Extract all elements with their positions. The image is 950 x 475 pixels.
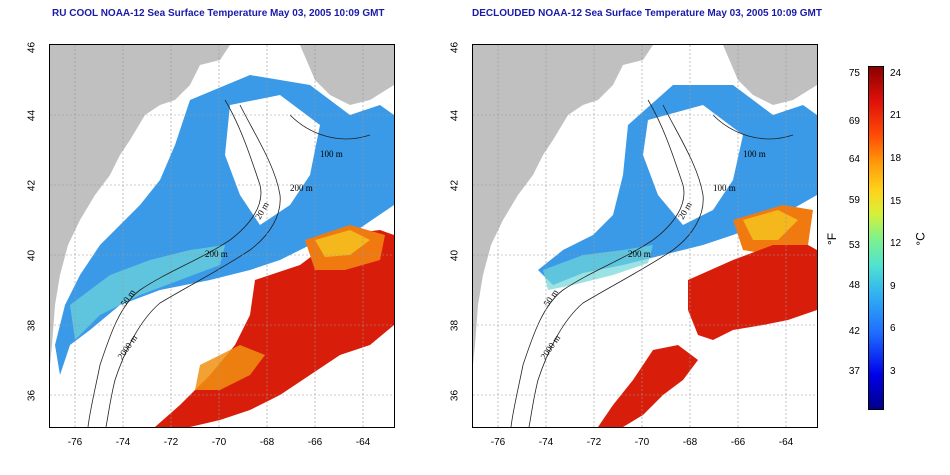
land-nova-scotia (723, 45, 817, 105)
x-tick-label: -74 (538, 437, 554, 448)
cloud-area-south (100, 275, 270, 427)
y-tick-label: 46 (26, 41, 38, 54)
colorbar-unit-f: °F (825, 232, 840, 246)
contour-label: 100 m (320, 149, 343, 159)
colorbar-unit-c: °C (913, 232, 928, 246)
y-tick-label: 40 (26, 249, 38, 262)
x-tick-label: -68 (682, 437, 698, 448)
left-panel-title: RU COOL NOAA-12 Sea Surface Temperature … (52, 8, 385, 19)
cloud-area (643, 105, 743, 225)
contour-label: 200 m (205, 249, 228, 259)
colorbar-f-tick: 69 (848, 116, 860, 127)
x-tick-label: -72 (163, 437, 179, 448)
colorbar-f-tick: 42 (848, 326, 860, 337)
gulf-stream-south (598, 345, 698, 427)
grid (50, 45, 394, 427)
sst-map-raw-svg: 100 m 200 m 50 m 200 m 20 m 2000 m (50, 45, 394, 427)
x-tick-label: -66 (307, 437, 323, 448)
colorbar-f-tick: 53 (848, 240, 860, 251)
isobath-line (528, 104, 704, 427)
colorbar-c-tick: 9 (890, 281, 896, 292)
isobath-line (87, 99, 262, 427)
land-nova-scotia (300, 45, 394, 105)
y-tick-label: 42 (449, 179, 461, 192)
colorbar-c-tick: 3 (890, 366, 896, 377)
x-tick-label: -74 (115, 437, 131, 448)
x-tick-label: -72 (586, 437, 602, 448)
contour-label: 2000 m (538, 333, 562, 361)
colorbar-f-tick: 75 (848, 68, 860, 79)
land-mass (50, 45, 230, 365)
sst-map-declouded-svg: 100 m 100 m 20 m 200 m 50 m 2000 m (473, 45, 817, 427)
x-tick-label: -64 (355, 437, 371, 448)
land-mass (473, 45, 653, 365)
colorbar-f-tick: 64 (848, 154, 860, 165)
isobath-line (712, 114, 794, 140)
x-tick-label: -64 (778, 437, 794, 448)
contour-label: 200 m (290, 183, 313, 193)
sst-map-declouded: 100 m 100 m 20 m 200 m 50 m 2000 m (472, 44, 818, 428)
temperature-colorbar (868, 66, 884, 410)
colorbar-c-tick: 24 (890, 68, 902, 79)
y-tick-label: 46 (449, 41, 461, 54)
contour-label: 100 m (713, 183, 736, 193)
y-tick-label: 40 (449, 249, 461, 262)
grid (473, 45, 817, 427)
orange-filament (195, 345, 265, 390)
warm-yellow (743, 210, 798, 240)
x-tick-label: -66 (730, 437, 746, 448)
contour-label: 50 m (541, 287, 560, 308)
x-tick-label: -68 (259, 437, 275, 448)
y-tick-label: 36 (449, 389, 461, 402)
contour-label: 200 m (628, 249, 651, 259)
colorbar-c-tick: 18 (890, 153, 902, 164)
x-tick-label: -76 (490, 437, 506, 448)
y-tick-label: 38 (449, 319, 461, 332)
x-tick-label: -76 (67, 437, 83, 448)
colorbar-f-tick: 48 (848, 280, 860, 291)
y-tick-label: 44 (449, 109, 461, 122)
gulf-stream (688, 245, 817, 340)
contour-label: 100 m (743, 149, 766, 159)
colorbar-c-tick: 21 (890, 110, 902, 121)
colorbar-c-tick: 12 (890, 238, 902, 249)
cloud-area (225, 95, 320, 225)
x-tick-label: -70 (211, 437, 227, 448)
warm-yellow (315, 230, 370, 257)
right-panel-title: DECLOUDED NOAA-12 Sea Surface Temperatur… (472, 8, 822, 19)
colorbar-c-tick: 6 (890, 323, 896, 334)
y-tick-label: 36 (26, 389, 38, 402)
sst-cyan-band (70, 245, 225, 340)
isobath-line (105, 104, 281, 427)
isobath-line (510, 99, 685, 427)
y-tick-label: 38 (26, 319, 38, 332)
x-tick-label: -70 (634, 437, 650, 448)
colorbar-f-tick: 37 (848, 366, 860, 377)
y-tick-label: 44 (26, 109, 38, 122)
sst-map-raw: 100 m 200 m 50 m 200 m 20 m 2000 m (49, 44, 395, 428)
isobath-line (289, 114, 371, 140)
y-tick-label: 42 (26, 179, 38, 192)
colorbar-f-tick: 59 (848, 195, 860, 206)
colorbar-c-tick: 15 (890, 196, 902, 207)
